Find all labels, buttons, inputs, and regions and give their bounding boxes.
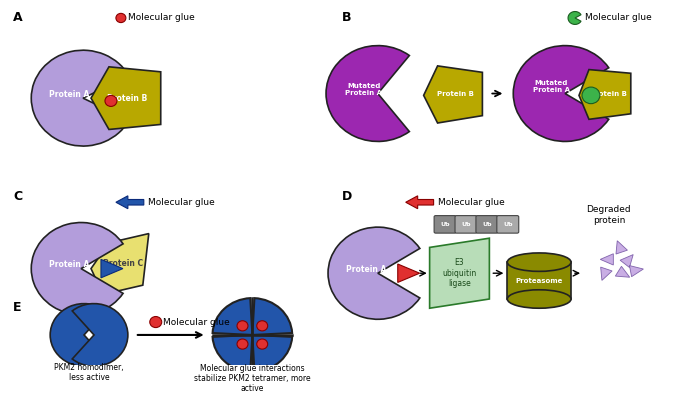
Wedge shape: [72, 304, 128, 366]
Wedge shape: [31, 50, 129, 146]
Polygon shape: [616, 266, 630, 277]
Text: Protein B: Protein B: [591, 92, 627, 98]
Text: Molecular glue: Molecular glue: [585, 13, 652, 23]
Text: Molecular glue: Molecular glue: [128, 13, 194, 23]
Text: Protein B: Protein B: [437, 92, 474, 98]
Text: Ub: Ub: [440, 222, 450, 227]
Circle shape: [256, 321, 268, 331]
Wedge shape: [213, 298, 252, 335]
Text: Proteasome: Proteasome: [516, 278, 563, 284]
Text: Degraded
protein: Degraded protein: [587, 205, 631, 225]
Text: Molecular glue: Molecular glue: [163, 318, 230, 327]
Text: E: E: [14, 301, 22, 314]
Polygon shape: [600, 254, 614, 265]
FancyBboxPatch shape: [455, 216, 477, 233]
Circle shape: [237, 321, 248, 331]
Polygon shape: [630, 265, 643, 276]
Wedge shape: [31, 222, 123, 315]
Wedge shape: [50, 304, 106, 366]
Polygon shape: [101, 260, 123, 278]
Text: Molecular glue: Molecular glue: [148, 198, 215, 207]
FancyBboxPatch shape: [497, 216, 519, 233]
Polygon shape: [91, 233, 148, 294]
Text: Ub: Ub: [503, 222, 512, 227]
Polygon shape: [406, 196, 433, 209]
Text: E3
ubiquitin
ligase: E3 ubiquitin ligase: [442, 258, 477, 288]
FancyBboxPatch shape: [434, 216, 456, 233]
Polygon shape: [508, 262, 571, 299]
Text: Protein C: Protein C: [103, 260, 143, 269]
Text: A: A: [14, 11, 23, 24]
Wedge shape: [252, 298, 292, 335]
Text: Protein A: Protein A: [49, 90, 89, 99]
Polygon shape: [579, 70, 631, 119]
Text: Mutated
Protein A: Mutated Protein A: [533, 80, 570, 93]
Text: Protein A: Protein A: [346, 265, 386, 274]
Circle shape: [237, 339, 248, 349]
Polygon shape: [429, 238, 489, 308]
Wedge shape: [328, 227, 420, 319]
Polygon shape: [116, 196, 144, 209]
Wedge shape: [213, 335, 252, 372]
Circle shape: [105, 95, 117, 106]
Wedge shape: [513, 45, 609, 141]
Polygon shape: [616, 241, 628, 254]
Ellipse shape: [508, 253, 571, 271]
Polygon shape: [601, 267, 612, 280]
Circle shape: [150, 316, 162, 327]
Wedge shape: [326, 45, 409, 141]
FancyBboxPatch shape: [476, 216, 498, 233]
Circle shape: [256, 339, 268, 349]
Polygon shape: [424, 66, 483, 123]
Wedge shape: [568, 11, 581, 24]
Text: Protein B: Protein B: [107, 94, 147, 103]
Text: PKM2 homodimer,
less active: PKM2 homodimer, less active: [54, 363, 124, 382]
Polygon shape: [398, 264, 420, 282]
Text: B: B: [342, 11, 352, 24]
Text: D: D: [342, 190, 352, 203]
Ellipse shape: [508, 290, 571, 308]
Circle shape: [116, 13, 126, 23]
Polygon shape: [620, 254, 633, 267]
Circle shape: [582, 87, 600, 103]
Text: C: C: [14, 190, 22, 203]
Text: Protein A: Protein A: [49, 260, 89, 269]
Text: Molecular glue: Molecular glue: [437, 198, 504, 207]
Text: Ub: Ub: [482, 222, 491, 227]
Text: Mutated
Protein A: Mutated Protein A: [346, 83, 383, 96]
Text: Ub: Ub: [461, 222, 470, 227]
Polygon shape: [91, 67, 161, 130]
Wedge shape: [252, 335, 292, 372]
Text: Molecular glue interactions
stabilize PKM2 tetramer, more
active: Molecular glue interactions stabilize PK…: [194, 363, 310, 393]
